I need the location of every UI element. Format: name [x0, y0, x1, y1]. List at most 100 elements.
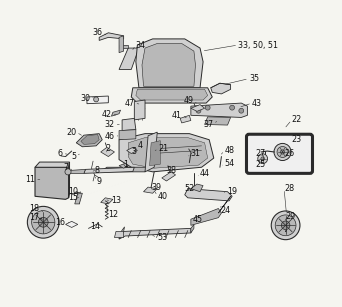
Circle shape	[274, 143, 291, 161]
Polygon shape	[191, 184, 203, 192]
Polygon shape	[101, 198, 113, 204]
Polygon shape	[260, 135, 308, 163]
Text: 29: 29	[286, 212, 296, 221]
Text: 10: 10	[68, 187, 78, 196]
Text: 23: 23	[292, 135, 302, 144]
Text: 11: 11	[25, 175, 35, 184]
Polygon shape	[219, 196, 231, 213]
Circle shape	[205, 105, 210, 110]
Polygon shape	[115, 231, 123, 238]
Text: 4: 4	[137, 141, 142, 150]
Text: 31: 31	[191, 149, 201, 158]
Polygon shape	[145, 132, 157, 172]
Polygon shape	[131, 88, 212, 103]
Polygon shape	[191, 103, 247, 118]
Text: 48: 48	[224, 146, 235, 155]
Polygon shape	[119, 45, 128, 48]
Text: 46: 46	[104, 132, 115, 141]
Polygon shape	[119, 227, 124, 239]
Polygon shape	[211, 83, 231, 94]
Polygon shape	[134, 100, 145, 120]
Polygon shape	[111, 110, 121, 116]
Polygon shape	[180, 115, 191, 123]
Text: 7: 7	[64, 163, 69, 172]
Text: 2: 2	[105, 144, 110, 154]
Circle shape	[281, 221, 290, 230]
Circle shape	[271, 211, 300, 240]
Polygon shape	[101, 147, 115, 157]
Text: 45: 45	[193, 215, 202, 224]
Polygon shape	[84, 167, 134, 173]
Polygon shape	[99, 33, 123, 41]
Text: 47: 47	[124, 99, 134, 107]
Text: 38: 38	[167, 166, 176, 175]
Polygon shape	[136, 89, 208, 100]
Polygon shape	[266, 138, 305, 160]
Text: 40: 40	[157, 192, 167, 201]
Text: 43: 43	[252, 99, 262, 107]
Polygon shape	[66, 169, 86, 173]
Circle shape	[277, 146, 288, 157]
Circle shape	[258, 154, 267, 164]
Polygon shape	[119, 48, 139, 69]
Text: 53: 53	[157, 233, 167, 242]
Polygon shape	[87, 96, 108, 104]
Text: 14: 14	[90, 222, 100, 231]
Text: 17: 17	[29, 213, 40, 222]
Circle shape	[38, 217, 48, 227]
Text: 12: 12	[108, 210, 118, 219]
Circle shape	[32, 211, 55, 234]
Text: 22: 22	[292, 115, 302, 124]
Polygon shape	[122, 119, 136, 130]
Polygon shape	[119, 130, 136, 140]
Polygon shape	[185, 188, 232, 201]
Text: 41: 41	[172, 111, 182, 120]
Polygon shape	[119, 163, 128, 168]
Text: 36: 36	[92, 28, 102, 37]
Circle shape	[94, 97, 98, 102]
Text: 21: 21	[159, 144, 169, 154]
Polygon shape	[75, 193, 82, 204]
Text: 19: 19	[227, 187, 238, 196]
Text: 13: 13	[111, 196, 121, 205]
Polygon shape	[119, 134, 214, 172]
Polygon shape	[142, 44, 195, 86]
Polygon shape	[191, 208, 221, 225]
Text: 6: 6	[57, 149, 63, 158]
Circle shape	[65, 169, 71, 175]
Polygon shape	[127, 147, 137, 154]
Polygon shape	[144, 187, 157, 193]
Polygon shape	[35, 167, 69, 199]
Text: 1: 1	[123, 160, 129, 169]
Circle shape	[196, 108, 201, 113]
Polygon shape	[101, 167, 147, 172]
Polygon shape	[149, 141, 160, 166]
Text: 20: 20	[66, 128, 76, 137]
Text: 30: 30	[80, 94, 90, 103]
Text: 8: 8	[95, 166, 100, 175]
Text: 34: 34	[136, 41, 146, 49]
Text: 27: 27	[255, 149, 265, 158]
Text: 18: 18	[30, 204, 40, 213]
Polygon shape	[162, 172, 175, 181]
Circle shape	[239, 108, 244, 113]
Text: 39: 39	[151, 183, 161, 192]
Polygon shape	[128, 138, 208, 168]
Text: 3: 3	[131, 147, 136, 157]
Text: 33, 50, 51: 33, 50, 51	[238, 41, 278, 49]
Text: 49: 49	[184, 95, 194, 104]
Polygon shape	[119, 228, 191, 239]
FancyBboxPatch shape	[247, 134, 313, 173]
Text: 32: 32	[104, 120, 115, 129]
Polygon shape	[191, 105, 205, 111]
Text: 25: 25	[255, 160, 265, 169]
Polygon shape	[76, 134, 102, 147]
Text: 5: 5	[71, 152, 76, 161]
Text: 16: 16	[55, 218, 66, 227]
Text: 15: 15	[68, 193, 78, 202]
Circle shape	[275, 215, 296, 236]
Circle shape	[261, 157, 264, 161]
Polygon shape	[66, 221, 78, 227]
Circle shape	[230, 105, 235, 110]
Circle shape	[280, 150, 285, 154]
